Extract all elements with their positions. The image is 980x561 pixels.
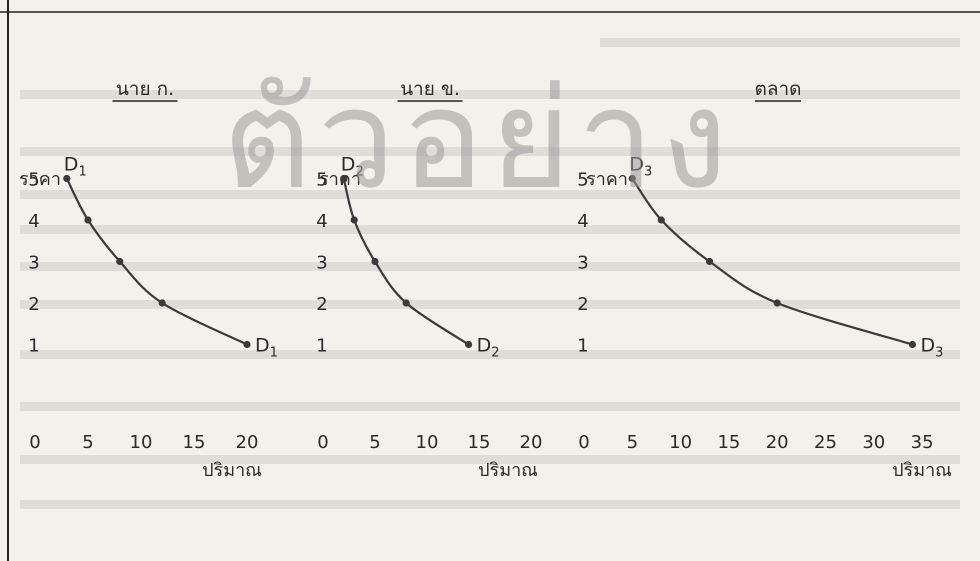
x-tick-label: 10 [416,432,439,453]
y-tick-label: 5 [28,170,39,191]
y-tick-label: 4 [316,211,327,232]
x-axis-label: ปริมาณ [202,460,262,481]
curve-label-bottom: D1 [255,335,278,361]
chart-title: นาย ข. [400,78,460,100]
chart-title: ตลาด [755,78,802,100]
watermark: ตัวอย่าง [222,59,734,220]
y-axis-label: ราคา [319,169,361,190]
y-tick-label: 5 [316,170,327,191]
x-tick-label: 15 [183,432,206,453]
curve-label-top: D1 [64,154,87,180]
x-tick-label: 20 [520,432,543,453]
x-tick-label: 15 [468,432,491,453]
data-point [158,299,166,307]
curve-label-top: D2 [341,154,364,180]
curve-label-bottom: D3 [920,335,943,361]
y-tick-label: 4 [577,211,588,232]
x-axis-label: ปริมาณ [892,460,952,481]
x-tick-label: 30 [862,432,885,453]
data-point [773,299,781,307]
data-point [243,340,251,349]
x-tick-label: 5 [627,432,638,453]
data-point [628,174,636,183]
y-tick-label: 1 [316,336,327,357]
y-axis-label: ราคา [586,169,628,190]
x-tick-label: 15 [717,432,740,453]
data-point [116,257,124,266]
data-point [465,340,473,349]
data-point [340,174,348,183]
x-tick-label: 5 [82,432,93,453]
demand-curve [631,177,913,346]
y-tick-label: 5 [577,170,588,191]
background-text-lines [20,38,960,509]
x-tick-label: 0 [578,432,589,453]
y-tick-label: 2 [316,294,327,315]
y-tick-label: 4 [28,211,39,232]
x-tick-label: 25 [814,432,837,453]
x-tick-label: 5 [369,432,380,453]
data-point [657,216,665,224]
data-point [371,257,379,266]
data-point [908,340,917,349]
demand-curve [65,177,248,346]
y-tick-label: 3 [28,253,39,274]
x-tick-label: 10 [130,432,153,453]
x-tick-label: 20 [236,432,259,453]
x-tick-label: 10 [669,432,692,453]
y-tick-label: 2 [28,294,39,315]
y-tick-label: 3 [316,253,327,274]
data-point [63,174,71,183]
data-point [350,216,358,224]
chart-title: นาย ก. [116,78,174,100]
y-tick-label: 1 [577,336,588,357]
curve-label-top: D3 [629,154,652,180]
data-point [705,257,714,266]
x-axis-label: ปริมาณ [478,460,538,481]
data-point [402,299,410,307]
x-tick-label: 0 [29,432,40,453]
x-tick-label: 35 [911,432,934,453]
data-point [84,216,92,224]
x-tick-label: 0 [317,432,328,453]
x-tick-label: 20 [766,432,789,453]
curve-label-bottom: D2 [477,335,500,361]
y-tick-label: 3 [577,253,588,274]
y-axis-label: ราคา [19,169,61,190]
y-tick-label: 2 [577,294,588,315]
y-tick-label: 1 [28,336,39,357]
